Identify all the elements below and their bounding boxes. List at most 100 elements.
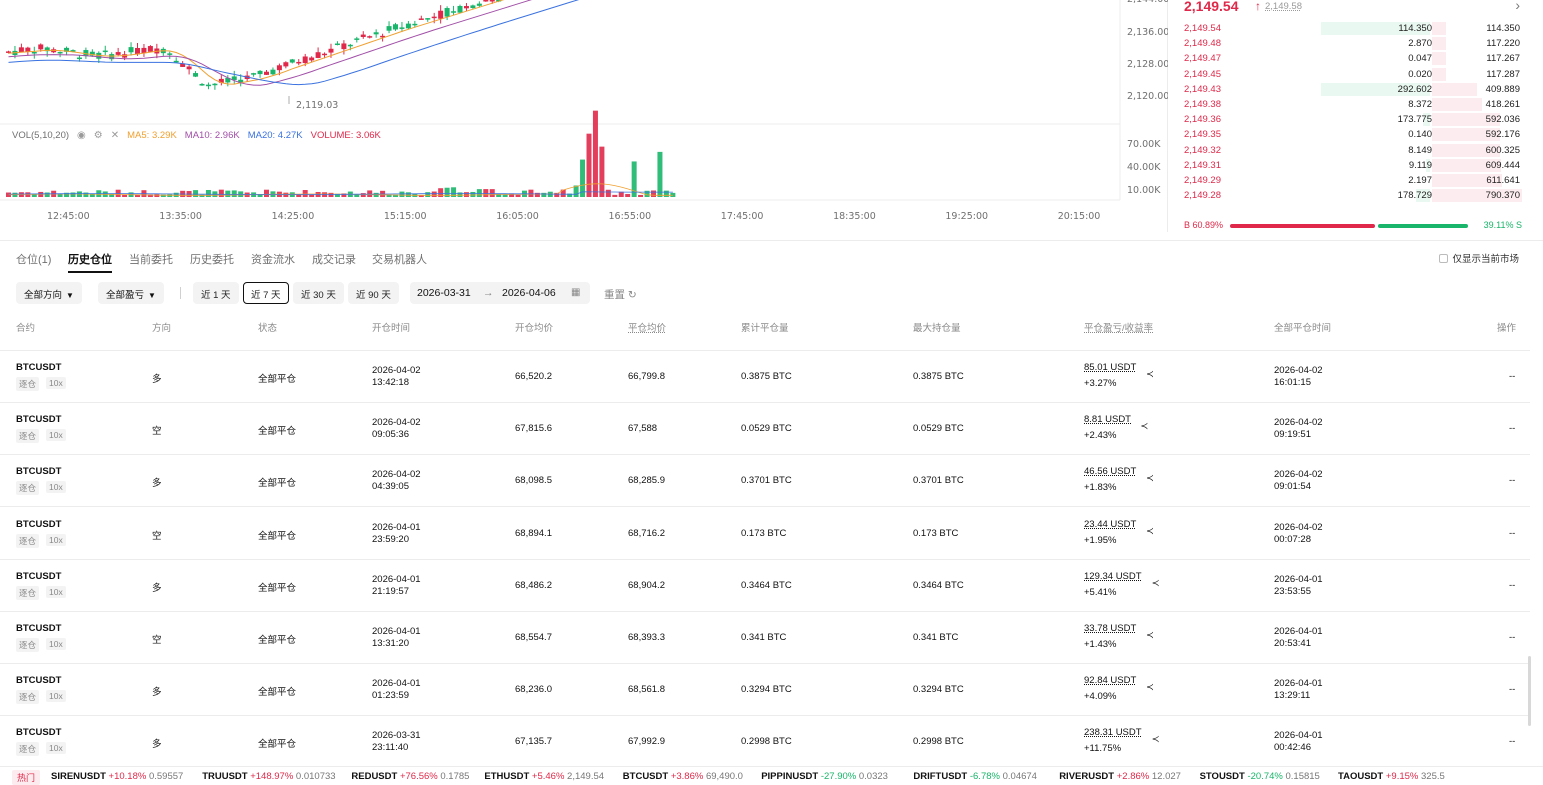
range-7d-button[interactable]: 近 7 天 [243,282,289,304]
pnl-value[interactable]: 8.81 USDT [1084,414,1131,426]
share-icon[interactable]: ≺ [1146,525,1154,537]
tab-trade-history[interactable]: 成交记录 [312,254,356,266]
range-30d-button[interactable]: 近 30 天 [293,282,344,304]
orderbook-row[interactable]: 2,149.35 0.140 592.176 [1176,127,1528,142]
table-row[interactable]: BTCUSDT 逐仓 10x 空 全部平仓 2026-04-01 23:59:20 68,89… [0,508,1530,560]
pnl-value[interactable]: 46.56 USDT [1084,466,1137,478]
price-axis-label: 2,120.00 [1127,91,1168,102]
only-current-market-toggle[interactable]: 仅显示当前市场 [1439,251,1519,265]
sell-ratio: 39.11% S [1483,220,1522,230]
orderbook-row[interactable]: 2,149.45 0.020 117.287 [1176,67,1528,82]
share-icon[interactable]: ≺ [1146,630,1154,641]
orderbook-row[interactable]: 2,149.29 2.197 611.641 [1176,173,1528,188]
volume-bar [64,192,70,197]
candle-body [431,16,437,19]
ticker-item[interactable]: PIPPINUSDT -27.90% 0.0323 [761,771,888,782]
pnl-dropdown[interactable]: 全部盈亏 ▼ [98,282,164,304]
close-icon[interactable]: ✕ [110,130,120,141]
ask-depth-bar [1432,158,1502,172]
orderbook-row[interactable]: 2,149.36 173.775 592.036 [1176,112,1528,127]
share-icon[interactable]: ≺ [1151,734,1160,746]
leverage-tag: 10x [46,690,66,703]
table-row[interactable]: BTCUSDT 逐仓 10x 多全部平仓 2026-04-02 04:39:05 68,09… [0,455,1530,508]
ticker-item[interactable]: SIRENUSDT +10.18% 0.59557 [51,771,183,782]
ticker-change: +10.18% [108,771,147,782]
share-icon[interactable]: ≺ [1146,369,1154,380]
tab-fund-flow[interactable]: 资金流水 [251,254,295,266]
ticker-item[interactable]: ETHUSDT +5.46% 2,149.54 [484,771,604,782]
pnl-value[interactable]: 92.84 USDT [1084,675,1137,687]
candle-body [199,84,205,86]
table-row[interactable]: BTCUSDT 逐仓 10x 空全部平仓 2026-04-01 13:31:20 68,55… [0,612,1530,664]
ticker-item[interactable]: TAOUSDT +9.15% 325.5 [1338,771,1445,782]
reset-label: 重置 [604,289,625,301]
ticker-item[interactable]: STOUSDT -20.74% 0.15815 [1200,771,1320,782]
volume-bar [463,192,469,197]
orderbook-row[interactable]: 2,149.43 292.602 409.889 [1176,82,1528,97]
mark-price: 2,149.58 [1265,1,1302,12]
tab-order-history[interactable]: 历史委托 [190,254,234,266]
candle-body [167,53,173,55]
orderbook-row[interactable]: 2,149.47 0.047 117.267 [1176,51,1528,66]
close-time: 00:07:28 [1274,533,1311,545]
reset-button[interactable]: 重置 ↻ [604,287,637,302]
table-row[interactable]: BTCUSDT 逐仓 10x 多全部平仓 2026-04-01 01:23:59 68,23… [0,664,1530,717]
orderbook-row[interactable]: 2,149.28 178.729 790.370 [1176,188,1528,203]
ticker-item[interactable]: REDUSDT +76.56% 0.1785 [351,771,469,782]
table-row[interactable]: BTCUSDT 逐仓 10x 多全部平仓 2026-04-02 13:42:18 66,52… [0,351,1530,403]
ticker-item[interactable]: BTCUSDT +3.86% 69,490.0 [623,771,743,782]
share-icon[interactable]: ≺ [1146,682,1154,694]
pnl-value[interactable]: 33.78 USDT [1084,623,1137,634]
tab-position-history[interactable]: 历史仓位 [68,251,112,273]
share-icon[interactable]: ≺ [1151,577,1160,589]
share-icon[interactable]: ≺ [1140,421,1149,433]
ticker-item[interactable]: RIVERUSDT +2.86% 12.027 [1059,771,1181,782]
margin-mode-tag: 逐仓 [16,481,40,496]
ticker-change: +3.86% [670,771,704,782]
table-row[interactable]: BTCUSDT 逐仓 10x 多 全部平仓 2026-03-31 23:11:40 67,13… [0,716,1530,769]
pnl-value[interactable]: 129.34 USDT [1084,570,1142,582]
candle-body [89,51,95,56]
range-1d-button[interactable]: 近 1 天 [193,282,239,304]
range-90d-button[interactable]: 近 90 天 [348,282,399,304]
volume-bar [573,185,579,197]
pnl-value[interactable]: 23.44 USDT [1084,518,1137,530]
volume-bar [515,194,521,197]
eye-icon[interactable]: ◉ [77,130,86,141]
candle-body [451,11,457,13]
ticker-item[interactable]: TRUUSDT +148.97% 0.010733 [202,771,335,782]
pnl-value[interactable]: 85.01 USDT [1084,362,1137,373]
orderbook-row[interactable]: 2,149.38 8.372 418.261 [1176,97,1528,112]
candle-body [276,65,282,71]
volume-bar [625,193,631,197]
bid-depth-bar [1425,158,1430,172]
date-range-picker[interactable]: 2026-03-31 → 2026-04-06 ▦ [410,282,590,304]
tab-trading-bots[interactable]: 交易机器人 [372,254,427,266]
orderbook-row[interactable]: 2,149.32 8.149 600.325 [1176,143,1528,158]
chevron-right-icon[interactable]: › [1515,0,1520,13]
orderbook-price: 2,149.48 [1184,38,1221,50]
orderbook-row[interactable]: 2,149.54 114.350 114.350 [1176,21,1528,36]
direction-dropdown[interactable]: 全部方向 ▼ [16,282,82,304]
orderbook-row[interactable]: 2,149.31 9.119 609.444 [1176,158,1528,173]
table-row[interactable]: BTCUSDT 逐仓 10x 空全部平仓 2026-04-02 09:05:36 67,81… [0,403,1530,456]
orderbook-row[interactable]: 2,149.48 2.870 117.220 [1176,36,1528,51]
table-scrollbar[interactable] [1528,656,1531,726]
pnl-value[interactable]: 238.31 USDT [1084,727,1142,739]
volume-bar [109,193,115,197]
table-row[interactable]: BTCUSDT 逐仓 10x 多全部平仓 2026-04-01 21:19:57 68,48… [0,560,1530,612]
calendar-icon: ▦ [571,287,581,298]
ticker-item[interactable]: DRIFTUSDT -6.78% 0.04674 [913,771,1037,782]
direction: 多 [152,582,162,594]
share-icon[interactable]: ≺ [1146,473,1154,485]
candle-body [57,51,63,54]
candlestick-chart[interactable]: 2,144.00 2,136.00 2,128.00 2,120.00 70.00K 40… [0,0,1168,232]
margin-mode-tag: 逐仓 [16,742,40,757]
settings-icon[interactable]: ⚙ [93,130,103,141]
checkbox[interactable] [1439,253,1449,263]
ticker-price: 325.5 [1421,771,1445,782]
candle-body [380,35,386,38]
price-chart-panel[interactable]: 2,144.00 2,136.00 2,128.00 2,120.00 70.00K 40… [0,0,1168,232]
tab-open-orders[interactable]: 当前委托 [129,254,173,266]
tab-positions[interactable]: 仓位(1) [16,254,52,266]
